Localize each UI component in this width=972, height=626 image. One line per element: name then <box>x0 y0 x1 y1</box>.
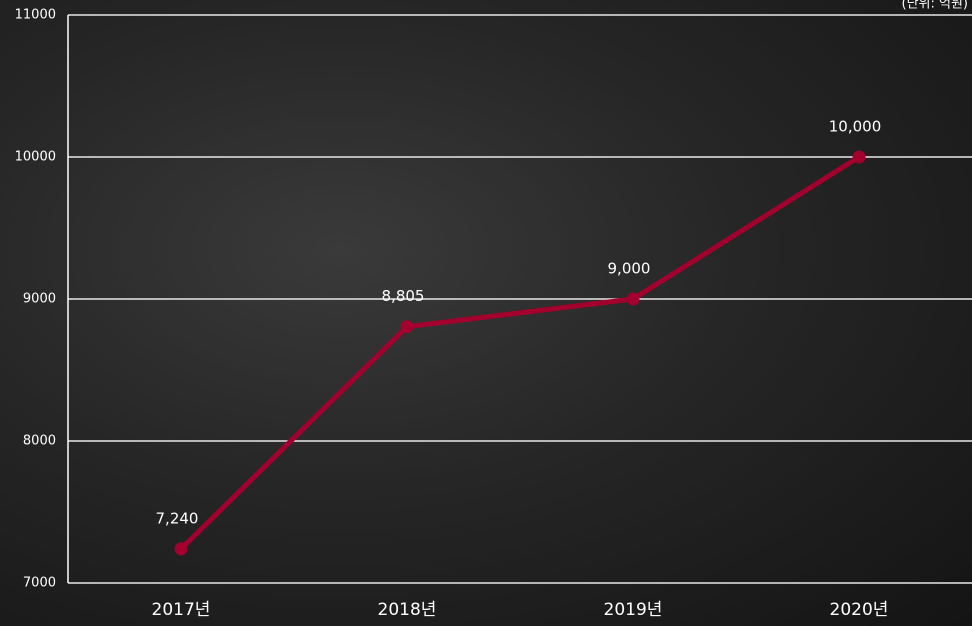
x-tick-label: 2018년 <box>378 600 437 620</box>
x-tick-label: 2019년 <box>604 600 663 620</box>
x-tick-label: 2017년 <box>152 600 211 620</box>
series-line <box>181 157 859 549</box>
y-tick-label: 9000 <box>23 292 56 307</box>
x-tick-label: 2020년 <box>830 600 889 620</box>
y-tick-label: 7000 <box>23 576 56 591</box>
y-tick-label: 11000 <box>15 8 56 23</box>
data-point <box>627 293 640 306</box>
data-label: 7,240 <box>156 509 199 527</box>
data-label: 8,805 <box>382 287 425 305</box>
data-point <box>853 151 866 164</box>
y-tick-label: 8000 <box>23 434 56 449</box>
data-label: 9,000 <box>608 260 651 278</box>
unit-label: (단위: 억원) <box>902 0 969 12</box>
chart: (단위: 억원) 7000 8000 9000 10000 11000 2017년 2018… <box>0 0 972 626</box>
data-point <box>401 320 414 333</box>
data-label: 10,000 <box>829 118 882 136</box>
data-point <box>175 542 188 555</box>
y-tick-label: 10000 <box>15 150 56 165</box>
